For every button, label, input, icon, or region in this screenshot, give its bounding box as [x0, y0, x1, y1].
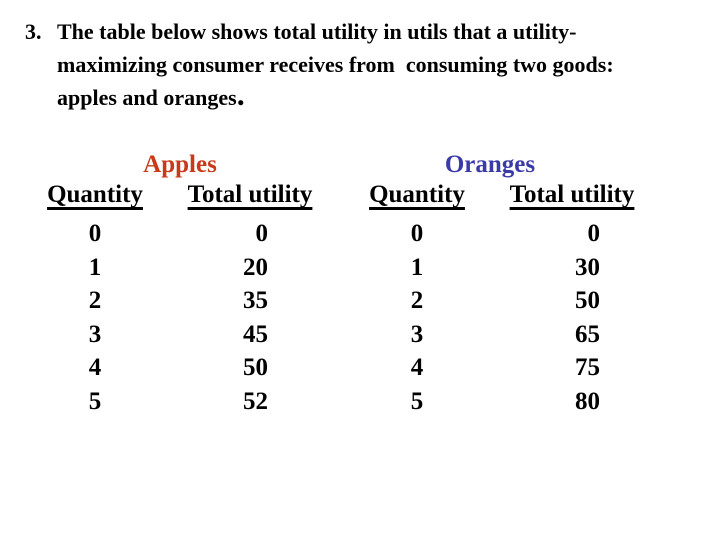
apples-quantity-header: Quantity [47, 181, 143, 208]
quantity-cell: 1 [410, 253, 424, 281]
quantity-cell: 1 [88, 253, 102, 281]
oranges-total-utility-header: Total utility [509, 181, 635, 208]
table-row: 2 50 [352, 284, 662, 318]
total-utility-cell: 75 [575, 354, 600, 381]
table-row: 1 20 [30, 251, 340, 285]
question-text: The table below shows total utility in u… [57, 15, 687, 114]
oranges-table-header: Quantity Total utility [352, 180, 662, 210]
quantity-cell: 4 [88, 354, 102, 381]
total-utility-cell: 0 [255, 220, 269, 247]
total-utility-cell: 20 [243, 253, 268, 281]
table-row: 4 75 [352, 351, 662, 385]
total-utility-cell: 50 [243, 354, 268, 381]
total-utility-cell: 80 [575, 387, 600, 415]
quantity-cell: 4 [410, 354, 424, 381]
apples-table-body: 0 0 1 20 2 35 3 45 4 50 5 52 [30, 217, 340, 418]
utility-tables: Apples Quantity Total utility 0 0 1 20 2 35 3 4… [0, 150, 720, 440]
oranges-table-body: 0 0 1 30 2 50 3 65 4 75 5 80 [352, 217, 662, 418]
quantity-cell: 3 [88, 320, 102, 348]
total-utility-cell: 50 [575, 287, 600, 314]
question-line-1: The table below shows total utility in u… [57, 19, 577, 44]
question-line-2: maximizing consumer receives from consum… [57, 52, 614, 77]
oranges-table-title: Oranges [444, 151, 536, 178]
total-utility-cell: 30 [575, 253, 600, 281]
total-utility-cell: 52 [243, 387, 268, 415]
apples-total-utility-header: Total utility [187, 181, 313, 208]
quantity-cell: 3 [410, 320, 424, 348]
table-row: 4 50 [30, 351, 340, 385]
quantity-cell: 2 [410, 287, 424, 314]
table-row: 3 45 [30, 318, 340, 352]
table-row: 2 35 [30, 284, 340, 318]
table-row: 5 52 [30, 385, 340, 419]
quantity-cell: 0 [88, 220, 102, 247]
quantity-cell: 2 [88, 287, 102, 314]
total-utility-cell: 35 [243, 287, 268, 314]
total-utility-cell: 45 [243, 320, 268, 348]
total-utility-cell: 0 [587, 220, 601, 247]
oranges-table: Oranges Quantity Total utility 0 0 1 30 2 50 3… [352, 150, 662, 418]
quantity-cell: 5 [410, 387, 424, 415]
total-utility-cell: 65 [575, 320, 600, 348]
apples-table: Apples Quantity Total utility 0 0 1 20 2 35 3 4… [30, 150, 340, 418]
apples-table-title: Apples [143, 151, 217, 178]
quantity-cell: 5 [88, 387, 102, 415]
quantity-cell: 0 [410, 220, 424, 247]
question: 3. The table below shows total utility i… [25, 15, 687, 114]
table-row: 3 65 [352, 318, 662, 352]
table-row: 5 80 [352, 385, 662, 419]
oranges-quantity-header: Quantity [369, 181, 465, 208]
question-number: 3. [25, 19, 42, 44]
question-line-3: apples and oranges. [57, 78, 687, 114]
table-row: 1 30 [352, 251, 662, 285]
apples-table-header: Quantity Total utility [30, 180, 340, 210]
question-period: . [236, 76, 245, 112]
question-line-3-text: apples and oranges [57, 85, 237, 110]
